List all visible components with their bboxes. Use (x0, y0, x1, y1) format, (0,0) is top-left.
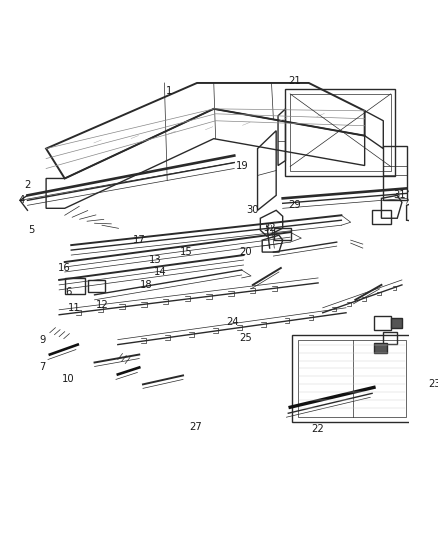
Text: 16: 16 (58, 263, 71, 273)
Bar (88, 280, 105, 292)
Text: 22: 22 (312, 424, 325, 434)
Bar (374, 316, 391, 330)
Bar (372, 211, 391, 224)
Text: 23: 23 (428, 379, 438, 390)
Text: 18: 18 (139, 280, 152, 290)
Bar (297, 340, 406, 417)
Bar (274, 228, 291, 240)
Text: 9: 9 (39, 335, 46, 345)
Text: 5: 5 (28, 225, 35, 235)
Bar (290, 94, 391, 172)
Text: 32: 32 (263, 223, 276, 233)
Text: 30: 30 (247, 205, 259, 215)
Text: 7: 7 (39, 362, 46, 373)
Text: 2: 2 (24, 181, 31, 190)
Text: 4: 4 (19, 196, 25, 205)
Text: 13: 13 (149, 255, 161, 265)
Text: 11: 11 (67, 303, 81, 313)
Bar (292, 335, 411, 422)
Text: 24: 24 (226, 317, 239, 327)
Text: 1: 1 (166, 86, 172, 96)
Bar (383, 146, 406, 200)
Bar (374, 343, 387, 352)
Bar (391, 318, 402, 328)
Text: 17: 17 (133, 235, 145, 245)
Text: 14: 14 (153, 267, 166, 277)
Text: 31: 31 (394, 190, 406, 200)
Text: 6: 6 (65, 287, 72, 297)
Text: 19: 19 (236, 160, 249, 171)
Text: 20: 20 (239, 247, 252, 257)
Text: 27: 27 (189, 422, 201, 432)
Text: 10: 10 (62, 374, 75, 384)
Text: 29: 29 (289, 200, 301, 211)
Text: 21: 21 (289, 76, 301, 86)
Bar (286, 89, 396, 176)
Bar (65, 278, 85, 294)
Text: 15: 15 (180, 247, 192, 257)
Text: 25: 25 (239, 333, 252, 343)
Bar (383, 332, 397, 344)
Text: 12: 12 (95, 300, 108, 310)
